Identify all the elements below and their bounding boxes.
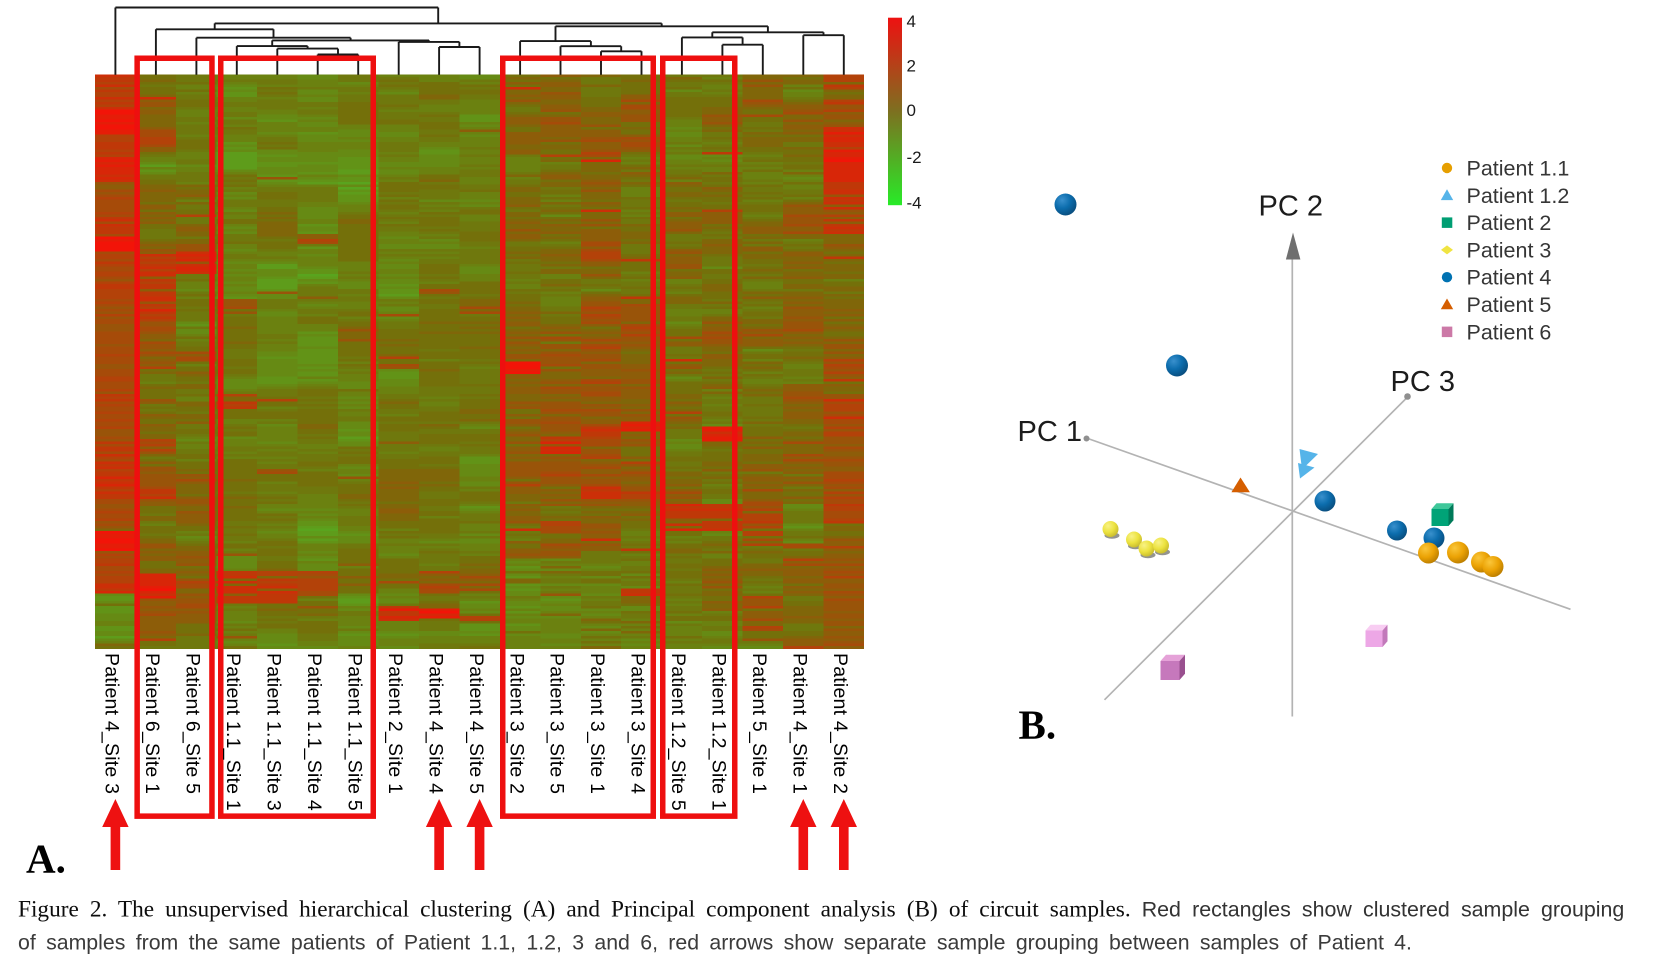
svg-text:-2: -2 (907, 148, 922, 167)
svg-text:Patient 3_Site 5: Patient 3_Site 5 (546, 653, 568, 794)
svg-text:A.: A. (26, 836, 66, 882)
svg-text:Patient 1.2_Site 5: Patient 1.2_Site 5 (667, 653, 689, 811)
svg-text:Patient 1.1_Site 4: Patient 1.1_Site 4 (303, 653, 325, 811)
svg-text:PC 1: PC 1 (1018, 416, 1082, 448)
svg-text:B.: B. (1019, 702, 1057, 748)
svg-text:2: 2 (907, 57, 916, 76)
svg-text:Patient 1.1_Site 5: Patient 1.1_Site 5 (343, 653, 365, 811)
svg-text:Patient 1.1_Site 3: Patient 1.1_Site 3 (263, 653, 285, 811)
svg-text:Patient 3: Patient 3 (1467, 238, 1552, 262)
svg-text:Patient 1.1_Site 1: Patient 1.1_Site 1 (222, 653, 244, 811)
svg-text:Patient 3_Site 2: Patient 3_Site 2 (505, 653, 527, 794)
svg-text:Patient 4_Site 2: Patient 4_Site 2 (829, 653, 851, 794)
svg-text:Patient 1.2: Patient 1.2 (1467, 184, 1570, 208)
svg-text:Patient 5: Patient 5 (1467, 293, 1552, 317)
svg-text:Patient 2: Patient 2 (1467, 211, 1552, 235)
svg-text:0: 0 (907, 101, 916, 120)
svg-text:Patient 2_Site 1: Patient 2_Site 1 (384, 653, 406, 794)
svg-text:Figure 2. The unsupervised hie: Figure 2. The unsupervised hierarchical … (18, 897, 1624, 923)
svg-text:Patient 4_Site 5: Patient 4_Site 5 (465, 653, 487, 794)
svg-text:Patient 5_Site 1: Patient 5_Site 1 (748, 653, 770, 794)
svg-text:Patient 3_Site 1: Patient 3_Site 1 (586, 653, 608, 794)
svg-text:Patient 4: Patient 4 (1467, 266, 1552, 290)
svg-text:Patient 6: Patient 6 (1467, 320, 1552, 344)
svg-text:Patient 6_Site 5: Patient 6_Site 5 (182, 653, 204, 794)
svg-text:of samples from the same patie: of samples from the same patients of Pat… (18, 931, 1412, 955)
svg-text:PC 2: PC 2 (1259, 191, 1323, 223)
svg-text:Patient 4_Site 4: Patient 4_Site 4 (424, 653, 446, 794)
svg-text:-4: -4 (907, 194, 922, 213)
svg-text:PC 3: PC 3 (1391, 366, 1455, 398)
svg-text:Patient 3_Site 4: Patient 3_Site 4 (627, 653, 649, 794)
svg-text:Patient 6_Site 1: Patient 6_Site 1 (141, 653, 163, 794)
svg-text:Patient 4_Site 3: Patient 4_Site 3 (101, 653, 123, 794)
svg-text:Patient 1.2_Site 1: Patient 1.2_Site 1 (708, 653, 730, 811)
svg-text:4: 4 (907, 12, 916, 31)
svg-text:Patient 1.1: Patient 1.1 (1467, 157, 1570, 181)
svg-text:Patient 4_Site 1: Patient 4_Site 1 (789, 653, 811, 794)
